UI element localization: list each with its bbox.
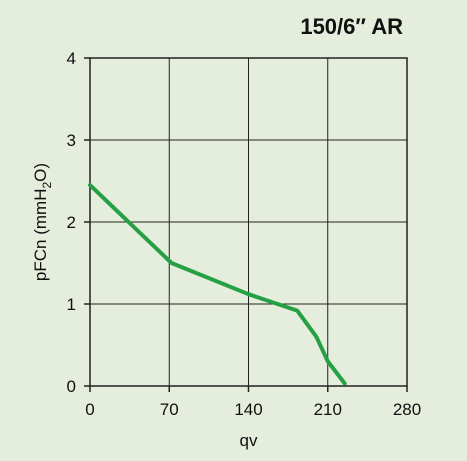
y-tick-label: 1 — [67, 295, 76, 314]
x-tick-label: 210 — [314, 400, 342, 419]
axis-ticks: 0 70 140 210 280 0 1 2 3 4 — [67, 49, 422, 419]
series-group — [90, 185, 345, 383]
y-tick-label: 4 — [67, 49, 76, 68]
x-tick-label: 70 — [160, 400, 179, 419]
y-axis-label-part-1: pFCn (mmH — [31, 189, 50, 282]
x-tick-label: 140 — [234, 400, 262, 419]
series-line — [90, 185, 345, 383]
y-axis-label-part-2: O) — [31, 163, 50, 182]
x-tick-label: 0 — [85, 400, 94, 419]
y-tick-label: 2 — [67, 213, 76, 232]
y-axis-label: pFCn (mmH2O) — [31, 163, 54, 281]
y-tick-label: 3 — [67, 131, 76, 150]
y-tick-label: 0 — [67, 377, 76, 396]
x-tick-label: 280 — [393, 400, 421, 419]
grid-lines — [90, 58, 407, 386]
x-axis-label: qv — [240, 431, 258, 450]
